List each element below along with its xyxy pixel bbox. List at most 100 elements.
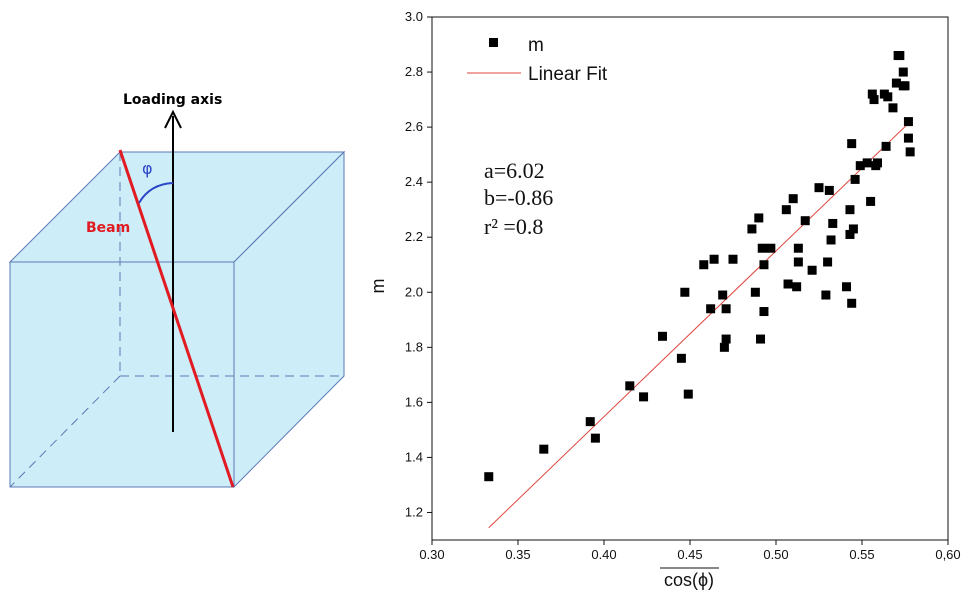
data-point — [721, 304, 731, 314]
fit-statistics: a=6.02 b=-0.86 r² =0.8 — [484, 158, 553, 239]
data-point — [484, 472, 494, 482]
beam-line — [118, 149, 235, 488]
loading-axis-arrowhead — [164, 109, 182, 129]
data-point — [683, 389, 693, 399]
data-point — [900, 81, 910, 91]
y-tick-label: 1.2 — [405, 504, 423, 519]
data-point — [759, 307, 769, 317]
data-point — [718, 290, 728, 300]
y-tick-label: 2.4 — [405, 174, 423, 189]
data-point — [754, 213, 764, 223]
data-point — [848, 224, 858, 234]
x-tick-label: 0.35 — [505, 547, 530, 562]
data-point — [881, 141, 891, 151]
data-point — [585, 417, 595, 427]
legend-label-linear-fit: Linear Fit — [528, 64, 608, 85]
data-point — [905, 147, 915, 157]
beam-label: Beam — [86, 220, 130, 236]
data-point — [756, 334, 766, 344]
loading-axis-label: Loading axis — [123, 92, 222, 108]
data-point — [699, 260, 709, 270]
data-point — [793, 257, 803, 267]
data-point — [625, 381, 635, 391]
linear-fit-layer — [488, 121, 911, 529]
fit-stat-r2: r² =0.8 — [484, 214, 543, 239]
y-tick-label: 2.0 — [405, 284, 423, 299]
data-point — [872, 158, 882, 168]
linear-fit-line — [488, 121, 911, 529]
data-point — [788, 194, 798, 204]
data-point — [869, 95, 879, 105]
data-point — [757, 243, 767, 253]
data-point — [862, 158, 872, 168]
fit-stat-b: b=-0.86 — [484, 185, 553, 210]
data-point — [828, 218, 838, 228]
data-point — [800, 216, 810, 226]
cube-hidden-edge — [9, 375, 121, 488]
angle-phi-label: φ — [142, 159, 153, 178]
data-point — [792, 282, 802, 292]
y-tick-label: 1.6 — [405, 394, 423, 409]
data-point — [539, 444, 549, 454]
x-axis-title: cos(ϕ) — [664, 570, 714, 590]
data-point — [855, 161, 865, 171]
data-point — [842, 282, 852, 292]
legend: m Linear Fit — [467, 35, 608, 85]
data-point — [895, 51, 905, 61]
data-point — [657, 331, 667, 341]
data-point — [793, 243, 803, 253]
data-point — [680, 287, 690, 297]
chart-axes: 0.30 0.35 0.40 0.45 0.50 0.55 0,60 1.2 1.4 1.6 1.8… — [405, 9, 961, 562]
y-axis-title: m — [368, 279, 388, 294]
y-tick-label: 3.0 — [405, 9, 423, 24]
data-point — [750, 287, 760, 297]
data-point — [728, 254, 738, 264]
data-point — [866, 196, 876, 206]
data-point — [847, 139, 857, 149]
fit-stat-a: a=6.02 — [484, 158, 545, 183]
axis-titles: m cos(ϕ) — [368, 279, 719, 590]
data-point — [903, 117, 913, 127]
y-tick-label: 2.6 — [405, 119, 423, 134]
data-point — [821, 290, 831, 300]
data-point — [783, 279, 793, 289]
data-point — [590, 433, 600, 443]
data-point — [826, 235, 836, 245]
data-point — [823, 257, 833, 267]
data-point — [845, 205, 855, 215]
data-point — [845, 229, 855, 239]
legend-marker-m — [489, 38, 498, 47]
data-point — [903, 133, 913, 143]
x-tick-label: 0.55 — [849, 547, 874, 562]
x-tick-label: 0.30 — [419, 547, 444, 562]
data-point — [850, 174, 860, 184]
x-tick-label: 0,60 — [935, 547, 960, 562]
data-point — [639, 392, 649, 402]
data-point — [759, 260, 769, 270]
data-point — [883, 92, 893, 102]
data-points-layer — [484, 51, 915, 482]
y-tick-label: 2.2 — [405, 229, 423, 244]
angle-arc — [138, 182, 174, 204]
data-point — [676, 353, 686, 363]
x-tick-label: 0.50 — [763, 547, 788, 562]
data-point — [824, 185, 834, 195]
data-point — [721, 334, 731, 344]
data-point — [706, 304, 716, 314]
data-point — [847, 298, 857, 308]
data-point — [898, 67, 908, 77]
data-point — [891, 78, 901, 88]
data-point — [709, 254, 719, 264]
data-point — [747, 224, 757, 234]
data-point — [888, 103, 898, 113]
legend-label-m: m — [528, 35, 544, 56]
data-point — [814, 183, 824, 193]
x-tick-label: 0.45 — [677, 547, 702, 562]
data-point — [781, 205, 791, 215]
x-tick-label: 0.40 — [591, 547, 616, 562]
y-tick-label: 1.8 — [405, 339, 423, 354]
data-point — [807, 265, 817, 275]
data-point — [766, 243, 776, 253]
